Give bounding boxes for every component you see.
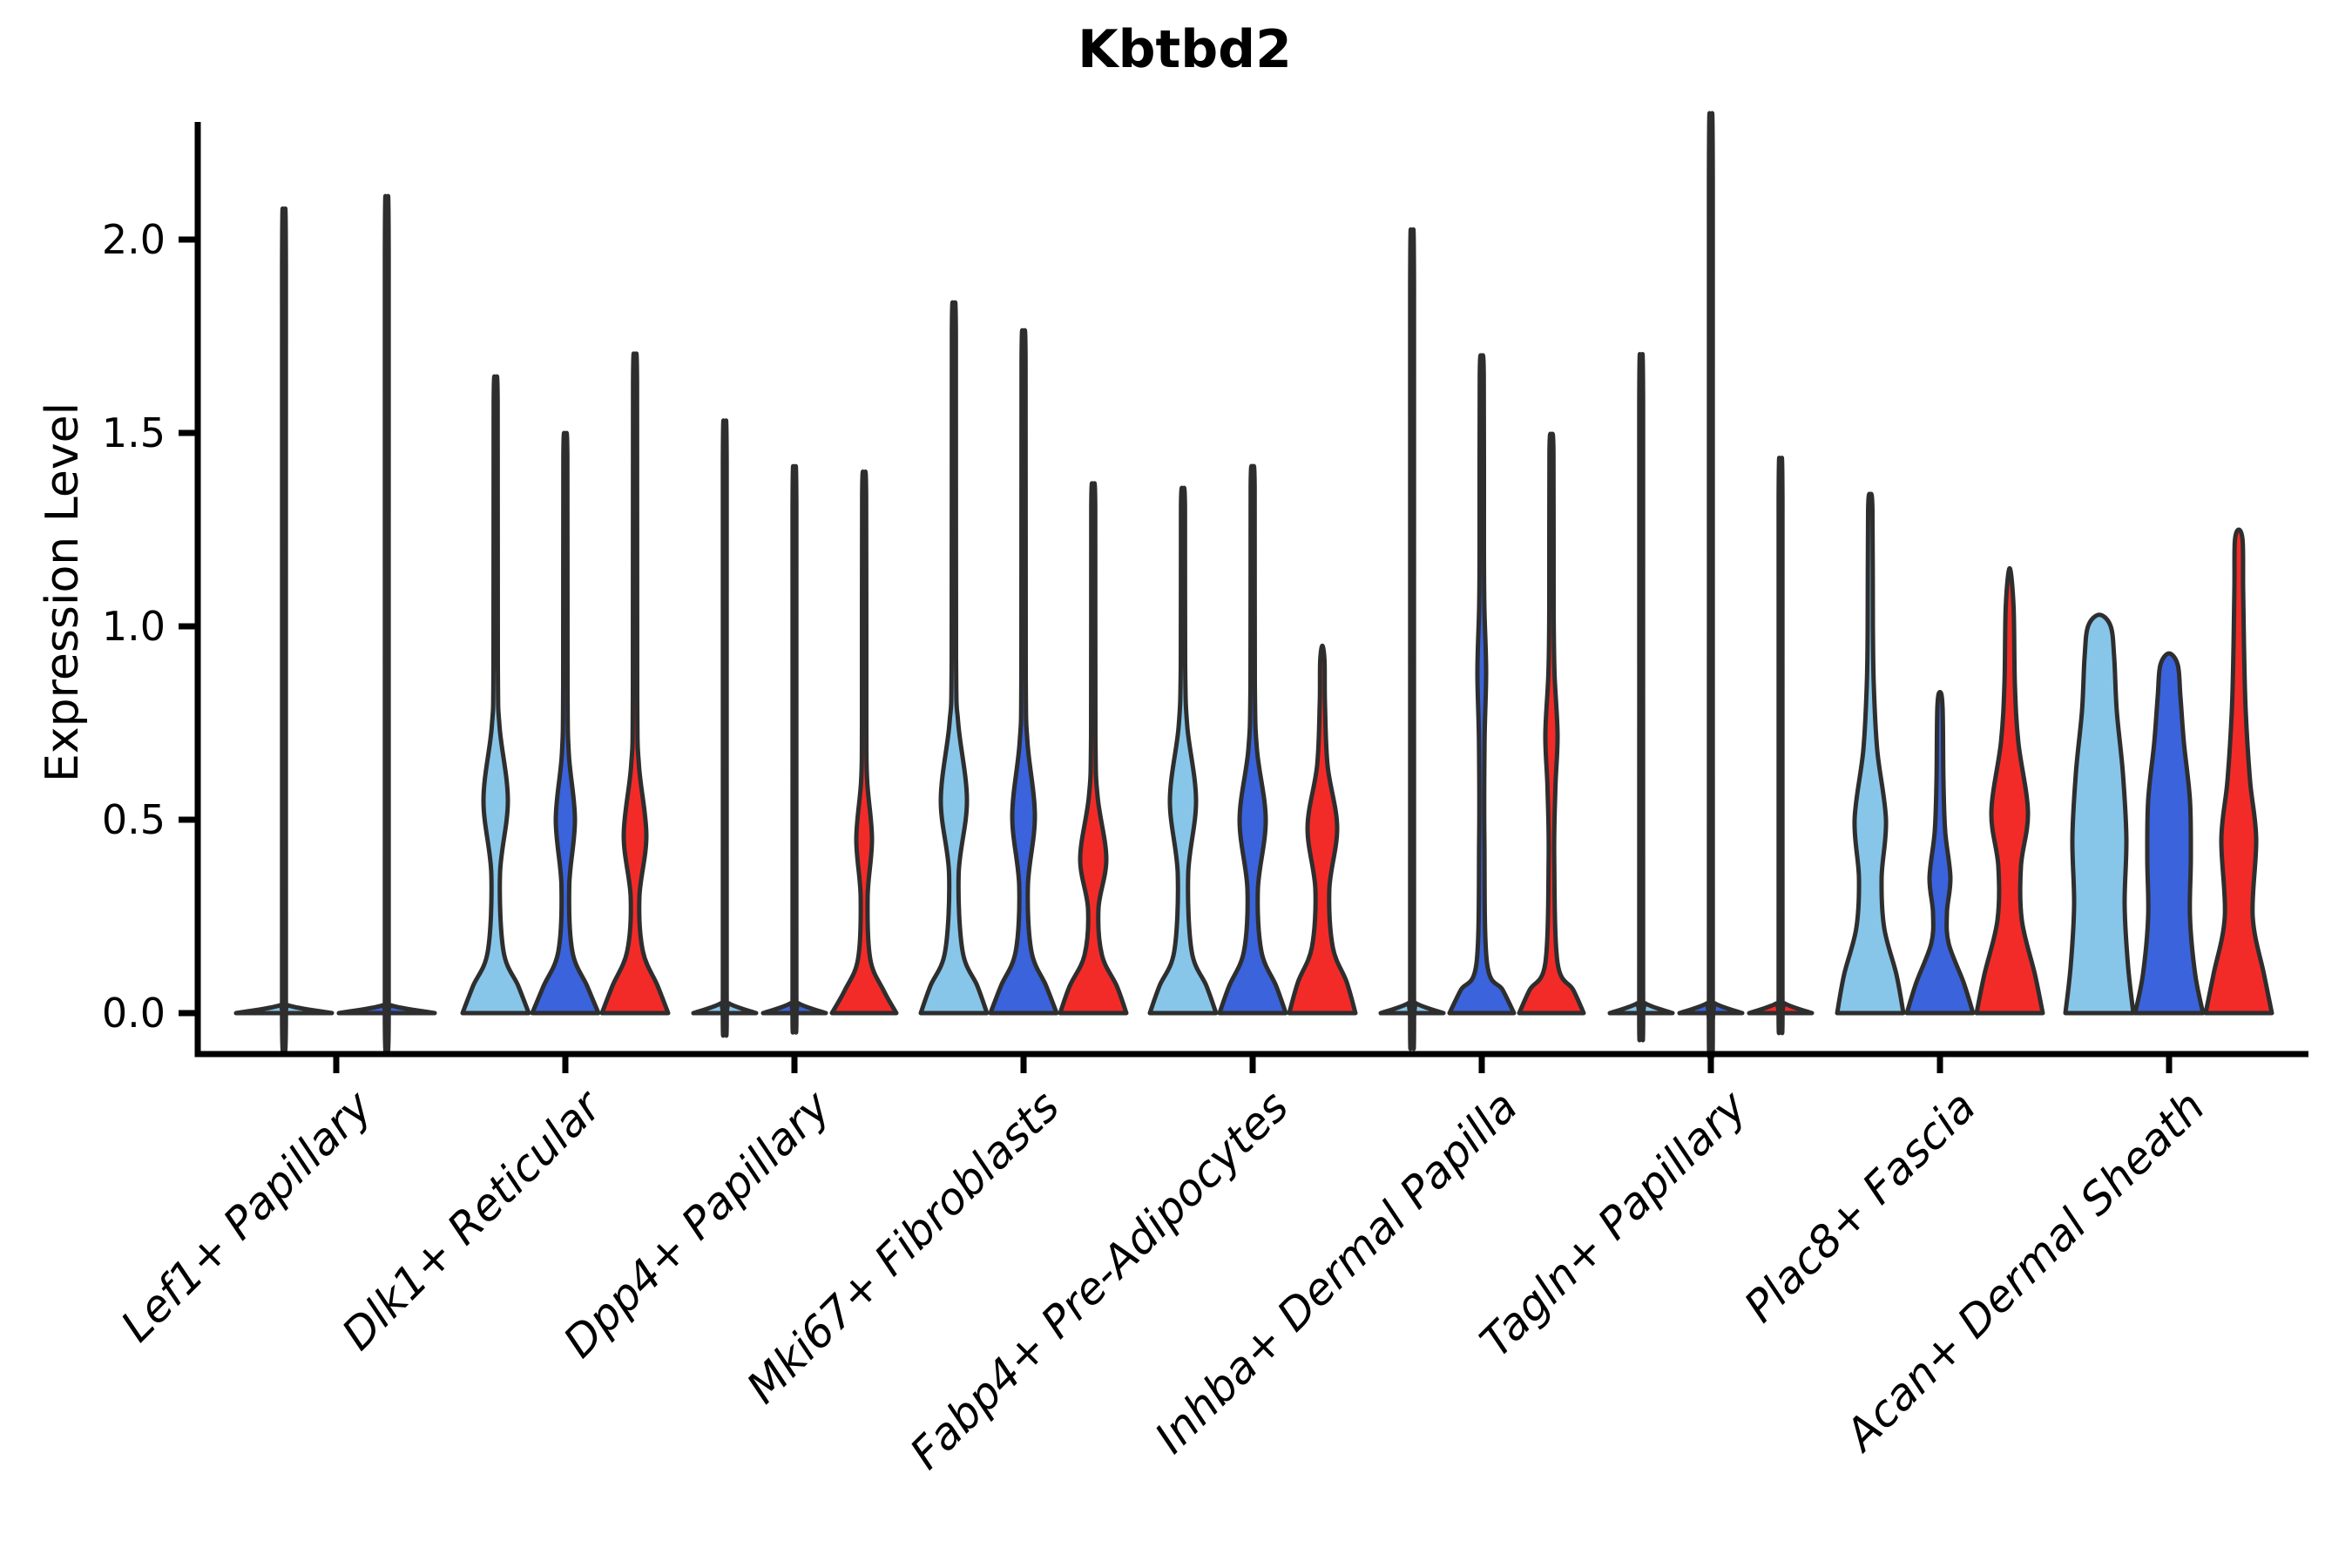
violin-tagln-red: [1747, 456, 1815, 1036]
violin-fabp4-dark_blue: [1217, 463, 1288, 1016]
y-tick-label: 0.0: [101, 990, 166, 1037]
violin-tagln-dark_blue: [1677, 111, 1745, 1059]
violin-lef1-dark_blue: [336, 193, 437, 1056]
y-axis-label: Expression Level: [37, 402, 89, 783]
violin-tagln-light_blue: [1607, 352, 1675, 1043]
y-tick-label: 0.5: [101, 796, 166, 843]
y-tick-label: 1.5: [101, 409, 166, 456]
violin-fabp4-light_blue: [1147, 485, 1219, 1016]
violin-acan-dark_blue: [2132, 651, 2206, 1016]
violin-mki67-dark_blue: [988, 328, 1059, 1016]
chart-title: Kbtbd2: [1078, 19, 1292, 80]
violin-dpp4-red: [829, 469, 899, 1016]
violin-dpp4-dark_blue: [760, 463, 828, 1035]
y-tick-label: 2.0: [101, 216, 166, 263]
y-tick-label: 1.0: [101, 603, 166, 650]
violin-plac8-dark_blue: [1904, 690, 1976, 1016]
violin-inhba-red: [1517, 431, 1586, 1016]
violin-dlk1-light_blue: [460, 374, 531, 1016]
violin-fabp4-red: [1287, 643, 1358, 1016]
violin-mki67-red: [1058, 481, 1129, 1016]
violin-lef1-light_blue: [233, 206, 335, 1055]
violin-dlk1-dark_blue: [530, 430, 601, 1016]
violin-mki67-light_blue: [918, 300, 990, 1016]
violin-plac8-light_blue: [1835, 491, 1906, 1016]
violin-acan-light_blue: [2063, 612, 2136, 1016]
violin-inhba-light_blue: [1378, 226, 1446, 1051]
violin-plac8-red: [1974, 565, 2045, 1016]
violin-dpp4-light_blue: [691, 418, 759, 1038]
violin-acan-red: [2203, 527, 2274, 1016]
violin-dlk1-red: [599, 351, 671, 1016]
violin-inhba-dark_blue: [1447, 353, 1517, 1016]
